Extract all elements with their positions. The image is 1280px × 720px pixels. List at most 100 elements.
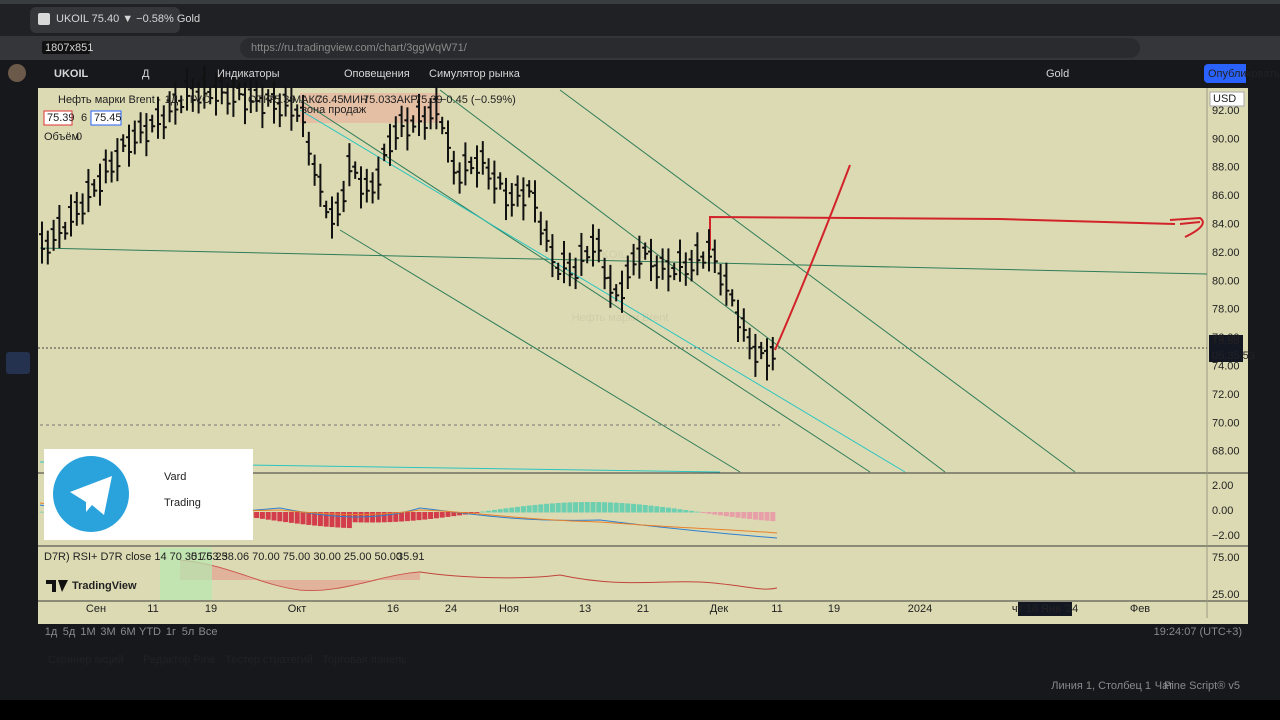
range-button[interactable]: 1М [80,626,95,638]
macd-bar [439,512,445,518]
url: https://ru.tradingview.com/chart/3ggWqW7… [251,42,468,54]
symbol[interactable]: UKOIL [54,68,89,80]
macd-bar [764,512,770,521]
publish-button-tail [1236,64,1246,83]
macd-bar [39,511,45,513]
range-button[interactable]: 5л [182,626,195,638]
macd-bar [410,512,416,521]
replay-button[interactable]: Симулятор рынка [429,68,521,80]
crosshair-date: чт 18 Янв '24 [1012,603,1078,615]
macd-bar [515,506,521,513]
avatar[interactable] [8,64,26,82]
macd-bar [613,502,619,513]
panel-tab[interactable]: Тестер стратегий [225,654,313,666]
macd-bar [683,510,689,513]
volume: 0 [76,131,82,143]
time-tick: Сен [86,603,106,615]
last-price: 75.88 [1212,335,1240,347]
legend-ohlc: МИН [343,94,368,106]
watermark: UKOIL, 1Д [594,249,647,261]
range-button[interactable]: YTD [139,626,161,638]
interval[interactable]: Д [142,68,150,80]
macd-bar [619,503,625,513]
time-tick: Фев [1130,603,1150,615]
rsi-tick: 25.00 [1212,589,1240,601]
time-tick: 2024 [908,603,932,615]
macd-bar [259,512,265,519]
publish-label[interactable]: Опубликовать [1208,68,1280,80]
brand: TradingView [72,580,137,592]
macd-bar [404,512,410,522]
macd-bar [741,512,747,519]
range-button[interactable]: 1д [45,626,58,638]
macd-bar [723,512,729,517]
time-tick: 13 [579,603,591,615]
telegram-plane [70,476,112,515]
logo-line: Trading [164,497,201,509]
bottom-panel [0,624,1280,700]
macd-bar [636,504,642,513]
macd-bar [747,512,753,520]
legend-change: −0.45 (−0.59%) [440,94,516,106]
macd-bar [416,512,422,521]
layout-name[interactable]: Gold [1046,68,1069,80]
status-item: Чат [1155,680,1173,692]
publish-button[interactable] [1204,64,1246,83]
indicators-button[interactable]: Индикаторы [217,68,280,80]
panel-tab[interactable]: Редактор Pine [143,654,215,666]
macd-bar [451,512,457,517]
macd-bar [445,512,451,517]
price-tick: 82.00 [1212,247,1240,259]
alerts-button[interactable]: Оповещения [344,68,410,80]
range-button[interactable]: 3М [100,626,115,638]
active-tab[interactable] [30,7,180,33]
macd-bar [596,502,602,513]
macd-bar [665,507,671,513]
legend-ohlc: 75.39 [268,94,296,106]
macd-bar [526,505,532,513]
panel-tab[interactable]: Скринер акций [48,654,124,666]
macd-bar [573,502,579,513]
right-toolbar [1248,88,1280,700]
macd-bar [503,508,509,513]
red-arrow [774,164,851,351]
macd-bar [706,512,712,514]
macd-bar [254,512,260,519]
macd-bar [277,512,283,522]
time-tick: Ноя [499,603,519,615]
time-tick: Дек [710,603,729,615]
logo-line: Vard [164,471,186,483]
time-tick: 24 [445,603,457,615]
crosshair-date-bg [1018,602,1072,616]
range-button[interactable]: 6М [120,626,135,638]
price-tick: 68.00 [1212,446,1240,458]
macd-bar [712,512,718,515]
macd-bar [718,512,724,516]
magnet-tool[interactable] [6,352,30,374]
macd-bar [271,512,277,521]
price-tick: 80.00 [1212,275,1240,287]
macd-bar [294,512,300,524]
macd-bar [584,502,590,513]
macd-bar [694,511,700,513]
range-button[interactable]: Все [199,626,218,638]
panel-tab[interactable]: Торговая панель [322,654,407,666]
url-field[interactable] [240,38,1140,58]
macd-bar [544,503,550,513]
macd-bar [549,503,555,513]
range-button[interactable]: 1г [166,626,176,638]
macd-bar [387,512,393,523]
macd-bar [578,502,584,513]
macd-bar [607,502,613,513]
macd-bar [631,503,637,513]
time-tick: 19 [205,603,217,615]
letterbox [0,700,1280,720]
range-button[interactable]: 5д [63,626,76,638]
price-tick: 74.00 [1212,361,1240,373]
macd-bar [671,508,677,513]
median-line [299,109,906,473]
macd-bar [497,509,503,513]
price-tick: 88.00 [1212,162,1240,174]
currency-box[interactable] [1209,91,1245,107]
